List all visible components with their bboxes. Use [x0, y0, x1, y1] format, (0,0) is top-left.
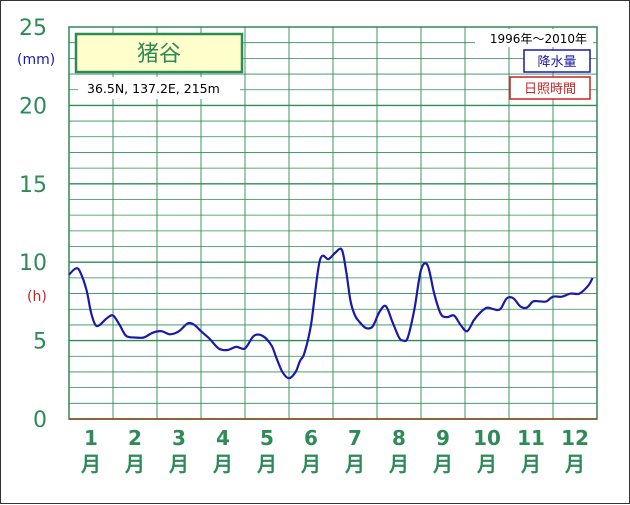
y-tick-label: 15 — [19, 173, 47, 198]
month-kanji-label: 月 — [432, 452, 453, 476]
legend-precipitation — [523, 49, 591, 73]
station-location: 36.5N, 137.2E, 215m — [87, 81, 220, 96]
month-kanji-label: 月 — [124, 452, 145, 476]
station-title: 猪谷 — [137, 42, 181, 67]
period-bg — [475, 29, 593, 47]
legend-precipitation-label: 降水量 — [537, 55, 576, 70]
month-number-label: 1 — [84, 426, 98, 450]
month-kanji-label: 月 — [300, 452, 321, 476]
month-number-label: 6 — [304, 426, 318, 450]
month-number-label: 5 — [260, 426, 274, 450]
legend-sunshine-label: 日照時間 — [524, 82, 576, 97]
y-tick-label: 10 — [19, 251, 47, 276]
month-number-label: 7 — [348, 426, 362, 450]
data-series — [68, 247, 594, 380]
month-kanji-label: 月 — [212, 452, 233, 476]
month-kanji-label: 月 — [256, 452, 277, 476]
legend-sunshine — [509, 76, 591, 100]
month-number-label: 4 — [216, 426, 230, 450]
y-tick-label: 20 — [19, 94, 47, 119]
station-title-box — [74, 32, 244, 74]
month-number-label: 12 — [561, 426, 589, 450]
month-number-label: 9 — [436, 426, 450, 450]
month-kanji-label: 月 — [520, 452, 541, 476]
month-kanji-label: 月 — [168, 452, 189, 476]
month-number-label: 10 — [473, 426, 501, 450]
month-number-label: 8 — [392, 426, 406, 450]
month-number-label: 2 — [128, 426, 142, 450]
data-period: 1996年～2010年 — [490, 32, 587, 46]
month-kanji-label: 月 — [344, 452, 365, 476]
month-number-label: 11 — [517, 426, 545, 450]
y-axis-ticks: 0 5 10 15 20 25 — [19, 16, 47, 433]
month-kanji-label: 月 — [80, 452, 101, 476]
y-tick-label: 25 — [19, 16, 47, 41]
month-kanji-label: 月 — [564, 452, 585, 476]
y-tick-label: 5 — [33, 330, 47, 355]
month-number-label: 3 — [172, 426, 186, 450]
y-tick-label: 0 — [33, 408, 47, 433]
y-unit-mm: (mm) — [17, 52, 55, 68]
month-kanji-label: 月 — [476, 452, 497, 476]
location-bg — [78, 77, 240, 99]
series-line-precipitation — [68, 247, 594, 380]
month-kanji-label: 月 — [388, 452, 409, 476]
y-unit-h: (h) — [27, 289, 47, 305]
